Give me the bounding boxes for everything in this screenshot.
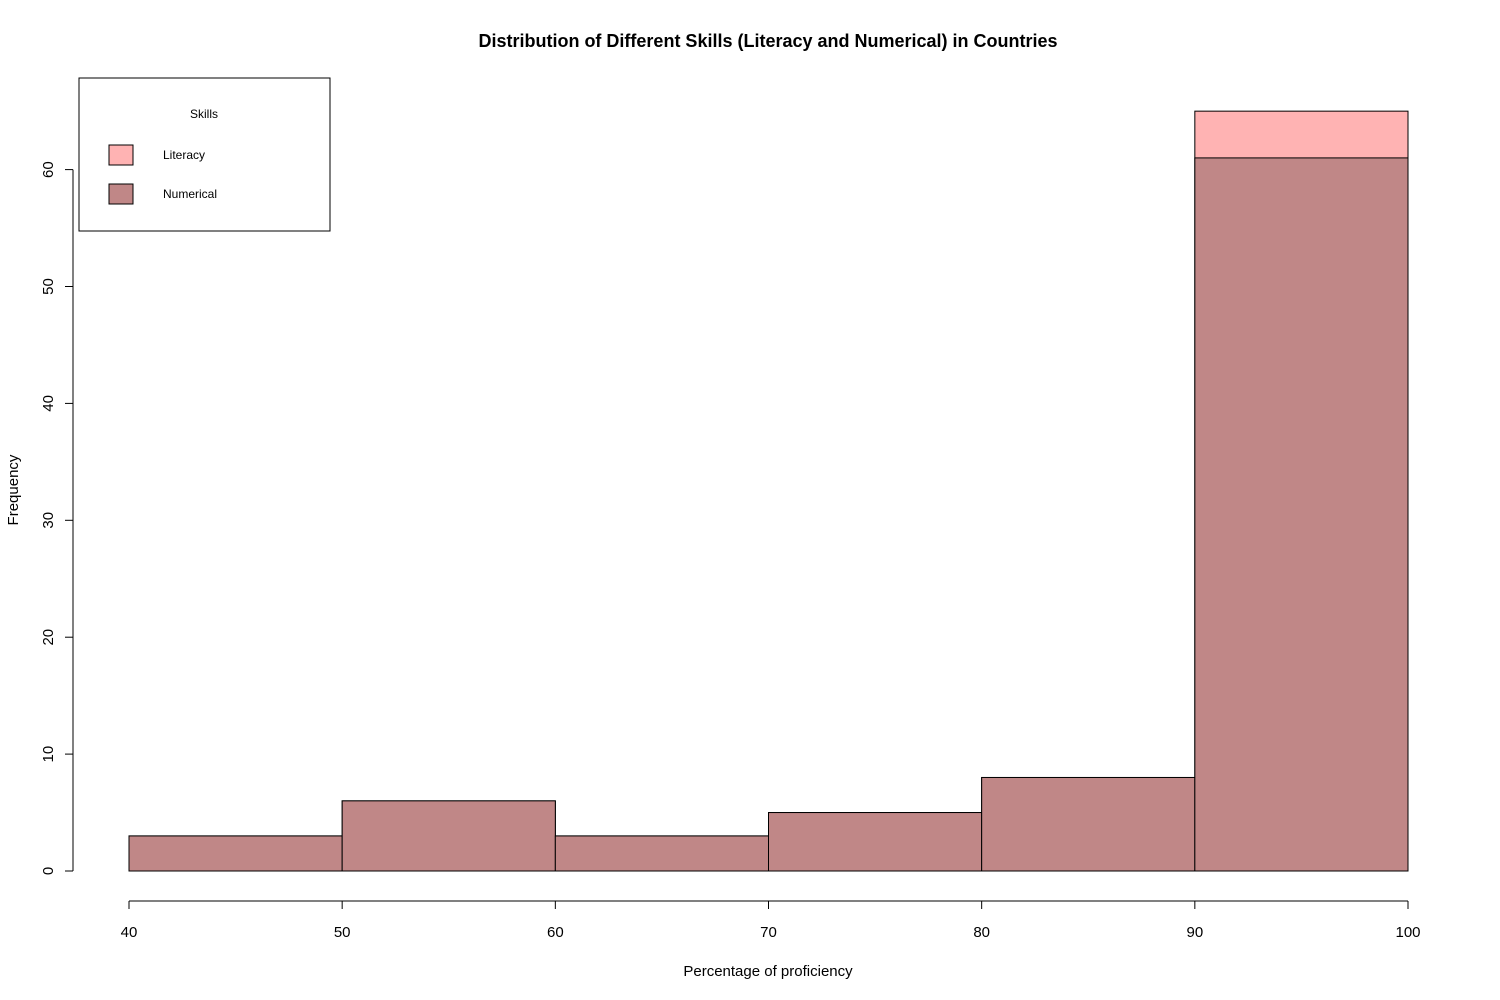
- bars-layer: [128, 110, 1409, 872]
- y-tick-label: 0: [40, 867, 57, 875]
- legend-label-literacy: Literacy: [163, 148, 205, 162]
- legend-items: Literacy Numerical: [108, 144, 217, 205]
- x-tick-label: 40: [121, 924, 138, 941]
- bar-numerical-50-60: [341, 800, 556, 872]
- bar-numerical-40-50: [128, 835, 343, 872]
- y-tick-label: 40: [40, 395, 57, 412]
- bar-numerical-90-100: [1194, 157, 1409, 872]
- chart-title: Distribution of Different Skills (Litera…: [478, 31, 1057, 51]
- x-tick-label: 80: [973, 924, 990, 941]
- x-tick-label: 50: [334, 924, 351, 941]
- legend-title: Skills: [190, 107, 218, 121]
- x-tick-label: 100: [1395, 924, 1420, 941]
- legend-label-numerical: Numerical: [163, 187, 217, 201]
- x-axis-label: Percentage of proficiency: [683, 963, 853, 980]
- x-tick-label: 60: [547, 924, 564, 941]
- y-tick-label: 60: [40, 161, 57, 178]
- bar-numerical-60-70: [554, 835, 769, 872]
- legend-swatch-literacy: [108, 144, 134, 166]
- y-axis-label: Frequency: [5, 454, 22, 525]
- bar-numerical-70-80: [768, 812, 983, 872]
- legend-swatch-numerical: [108, 183, 134, 205]
- x-tick-label: 90: [1186, 924, 1203, 941]
- y-tick-label: 20: [40, 629, 57, 646]
- legend: Skills Literacy Numerical: [78, 77, 331, 232]
- y-tick-label: 30: [40, 512, 57, 529]
- y-tick-label: 50: [40, 278, 57, 295]
- y-tick-label: 10: [40, 746, 57, 763]
- x-tick-label: 70: [760, 924, 777, 941]
- bar-numerical-80-90: [981, 776, 1196, 872]
- axes-layer: 40 50 60 70 80 90 100 0 10 20 30 40 50 60: [40, 161, 1421, 941]
